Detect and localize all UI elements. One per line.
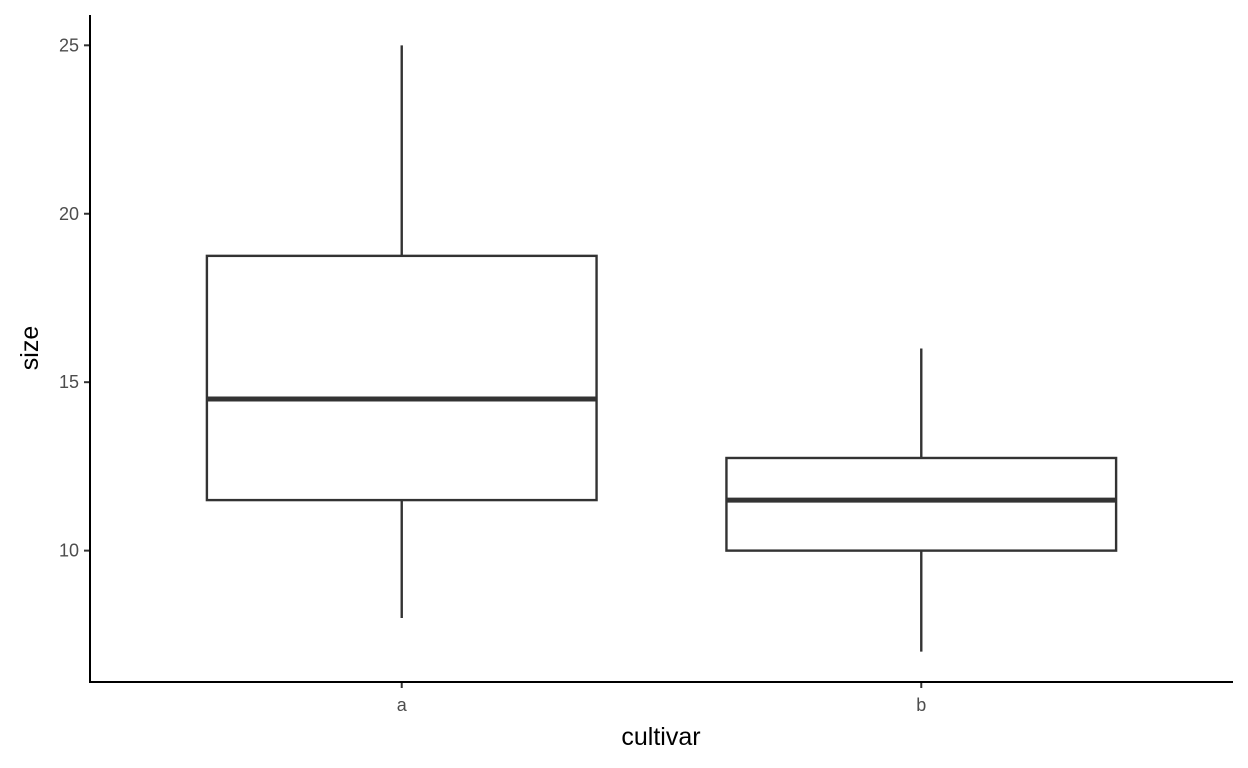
y-tick-label: 20 <box>59 204 79 224</box>
box-iqr <box>725 456 1118 552</box>
x-axis-title: cultivar <box>621 723 700 751</box>
boxes-layer <box>205 45 1118 652</box>
y-tick-label: 15 <box>59 372 79 392</box>
box-b <box>725 348 1118 652</box>
x-tick-label: b <box>916 695 926 715</box>
y-tick-label: 10 <box>59 541 79 561</box>
x-tick-label: a <box>397 695 408 715</box>
box-a <box>205 45 598 618</box>
y-axis-ticks: 10 15 20 25 <box>59 35 90 561</box>
y-tick-label: 25 <box>59 35 79 55</box>
box-iqr <box>205 254 598 502</box>
y-axis-title: size <box>16 326 44 370</box>
